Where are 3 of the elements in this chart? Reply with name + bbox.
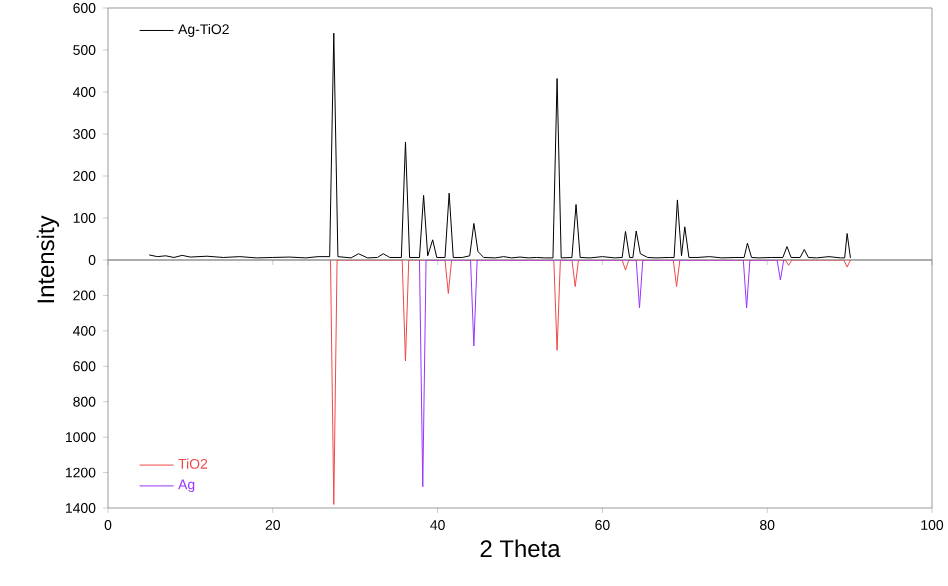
y-axis-title: Intensity <box>36 215 60 303</box>
line-series <box>418 260 785 488</box>
x-axis-title: 2 Theta <box>480 539 561 558</box>
